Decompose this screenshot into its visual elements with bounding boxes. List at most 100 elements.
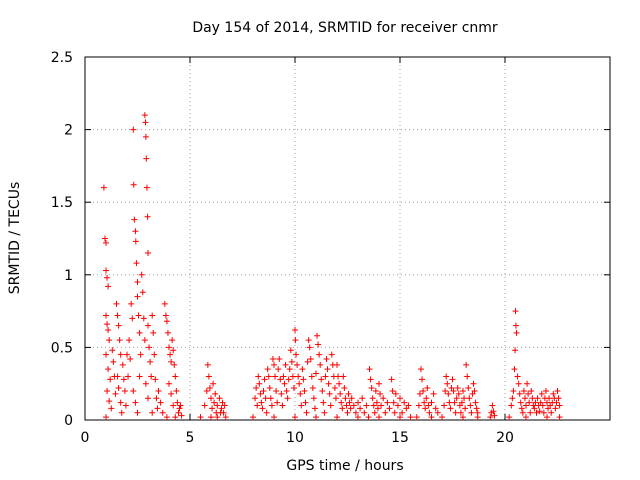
data-point xyxy=(136,329,143,336)
data-point xyxy=(264,366,271,373)
data-point xyxy=(386,405,393,412)
data-point xyxy=(514,373,521,380)
data-point xyxy=(337,390,344,397)
data-point xyxy=(474,414,481,421)
data-point xyxy=(366,366,373,373)
data-point xyxy=(323,356,330,363)
data-point xyxy=(149,409,156,416)
data-point xyxy=(170,347,177,354)
data-point xyxy=(491,412,498,419)
data-point xyxy=(389,387,396,394)
data-point xyxy=(104,387,111,394)
data-point xyxy=(524,380,531,387)
data-point xyxy=(132,238,139,245)
data-point xyxy=(168,390,175,397)
data-point xyxy=(104,274,111,281)
data-point xyxy=(468,409,475,416)
data-point xyxy=(424,385,431,392)
data-point xyxy=(327,402,334,409)
x-tick-label: 10 xyxy=(286,430,304,446)
data-point xyxy=(269,356,276,363)
data-point xyxy=(392,390,399,397)
data-point xyxy=(305,337,312,344)
data-point xyxy=(473,405,480,412)
data-point xyxy=(462,405,469,412)
data-point xyxy=(388,376,395,383)
data-point xyxy=(151,351,158,358)
data-point xyxy=(292,326,298,333)
data-point xyxy=(120,376,127,383)
data-point xyxy=(221,402,228,409)
data-point xyxy=(272,373,279,380)
data-point xyxy=(130,126,137,133)
data-point xyxy=(544,399,550,406)
data-point xyxy=(447,405,454,412)
data-point xyxy=(206,385,213,392)
data-point xyxy=(276,356,283,363)
data-point xyxy=(453,395,460,402)
data-point xyxy=(457,409,464,416)
data-point xyxy=(285,376,292,383)
data-point xyxy=(461,395,468,402)
data-point xyxy=(149,312,156,319)
data-point xyxy=(517,399,524,406)
data-point xyxy=(167,351,174,358)
data-point xyxy=(460,387,466,394)
data-point xyxy=(555,395,562,402)
data-point xyxy=(336,380,343,387)
data-point xyxy=(531,405,538,412)
data-point xyxy=(171,361,178,368)
data-point xyxy=(147,358,154,365)
data-point xyxy=(268,402,275,409)
data-point xyxy=(216,395,223,402)
data-point xyxy=(105,326,112,333)
data-point xyxy=(421,399,428,406)
data-point xyxy=(109,347,116,354)
data-point xyxy=(103,312,109,319)
data-point xyxy=(261,376,268,383)
data-point xyxy=(204,361,211,368)
data-point xyxy=(405,402,412,409)
data-point xyxy=(135,312,142,319)
y-axis-label: SRMTID / TECUs xyxy=(7,182,23,295)
data-point xyxy=(105,283,112,290)
data-point xyxy=(345,390,352,397)
data-point xyxy=(465,385,472,392)
x-tick-label: 5 xyxy=(186,430,195,446)
data-point xyxy=(132,399,139,406)
data-point xyxy=(313,414,319,421)
data-point xyxy=(112,390,119,397)
data-point xyxy=(122,402,129,409)
data-point xyxy=(367,376,374,383)
data-point xyxy=(426,409,433,416)
data-point xyxy=(306,344,313,351)
data-point xyxy=(529,395,536,402)
data-point xyxy=(115,322,122,329)
data-point xyxy=(280,373,287,380)
data-point xyxy=(425,402,432,409)
data-point xyxy=(325,380,332,387)
data-point xyxy=(114,312,121,319)
data-point xyxy=(212,390,219,397)
data-point xyxy=(335,373,342,380)
data-point xyxy=(273,387,280,394)
data-point xyxy=(130,181,137,188)
y-tick-label: 2 xyxy=(64,123,73,139)
data-point xyxy=(265,373,272,380)
data-point xyxy=(548,409,555,416)
data-point xyxy=(407,414,414,421)
data-point xyxy=(368,385,375,392)
data-point xyxy=(138,271,145,278)
data-point xyxy=(104,321,111,328)
data-point xyxy=(208,395,214,402)
data-point xyxy=(281,380,288,387)
data-point xyxy=(420,387,427,394)
data-point xyxy=(315,341,322,348)
data-point xyxy=(128,300,135,307)
data-point xyxy=(154,405,161,412)
data-point xyxy=(173,387,180,394)
data-point xyxy=(290,385,297,392)
data-point xyxy=(140,315,147,322)
data-point xyxy=(506,414,513,421)
data-point xyxy=(471,387,478,394)
